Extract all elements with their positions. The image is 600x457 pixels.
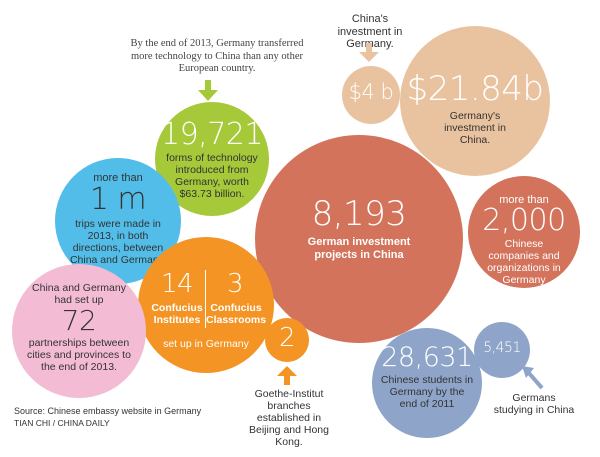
projects-bubble: [255, 135, 463, 343]
confucius-classrooms-value: 3: [226, 269, 244, 299]
source-note: Source: Chinese embassy website in Germa…: [14, 406, 202, 416]
projects-value: 8,193: [311, 194, 407, 234]
credit: TIAN CHI / CHINA DAILY: [14, 418, 110, 428]
goethe-value: 2: [278, 323, 296, 353]
partnerships-bubble: [12, 264, 146, 398]
china-investment-value: $4 b: [348, 80, 394, 104]
technology-caption: forms of technology introduced from Germ…: [166, 152, 258, 201]
confucius-classrooms-label: Confucius Classrooms: [206, 302, 267, 327]
german-students-caption: Germans studying in China: [493, 392, 575, 417]
germany-investment-value: $21.84b: [406, 69, 544, 109]
chinese-students-value: 28,631: [381, 342, 473, 373]
companies-bubble: [468, 176, 580, 288]
german-students-bubble: [474, 322, 530, 378]
confucius-institutes-label: Confucius Institutes: [151, 302, 203, 327]
projects-caption: German investment projects in China: [307, 236, 411, 261]
technology-value: 19,721: [161, 117, 263, 152]
trips-prefix: more than: [93, 172, 143, 184]
confucius-institutes-value: 14: [160, 269, 194, 299]
companies-value: 2,000: [482, 203, 566, 238]
germany-investment-bubble: [400, 26, 550, 176]
partnerships-value: 72: [61, 304, 97, 337]
china-investment-bubble: [342, 66, 400, 124]
german-students-value: 5,451: [483, 340, 521, 356]
goethe-bubble: [265, 318, 309, 362]
partnerships-caption: partnerships between cities and province…: [27, 337, 131, 374]
confucius-bubble: [138, 237, 274, 373]
trips-caption: trips were made in 2013, in both directi…: [69, 218, 167, 267]
china-investment-caption: China's investment in Germany.: [337, 13, 403, 50]
confucius-divider: [205, 270, 206, 328]
chinese-students-bubble: [372, 328, 482, 438]
goethe-caption: Goethe-Institut branches established in …: [249, 388, 329, 449]
top-note: By the end of 2013, Germany transferred …: [130, 38, 304, 75]
companies-prefix: more than: [499, 194, 549, 206]
partnerships-prefix: China and Germany had set up: [32, 282, 126, 307]
chinese-students-caption: Chinese students in Germany by the end o…: [380, 374, 474, 411]
confucius-caption: set up in Germany: [163, 338, 249, 350]
companies-caption: Chinese companies and organizations in G…: [487, 238, 561, 287]
trips-value: 1 m: [89, 182, 147, 217]
germany-investment-caption: Germany's investment in China.: [444, 110, 506, 147]
